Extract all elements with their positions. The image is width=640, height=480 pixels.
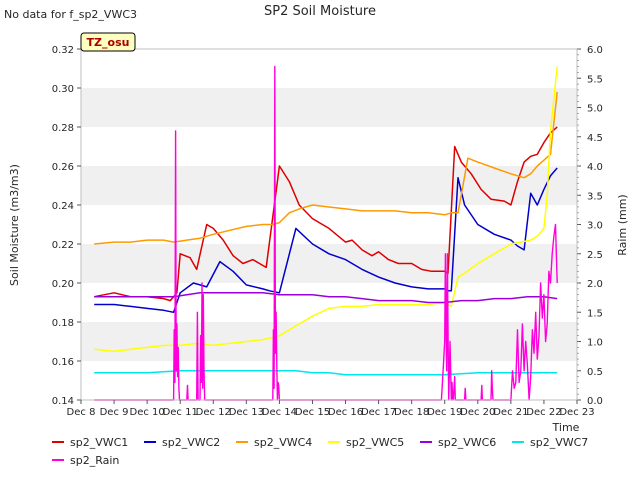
y2-tick-label: 5.0 [587,104,603,115]
legend-item-sp2_VWC5: sp2_VWC5 [328,436,404,449]
chart-title: SP2 Soil Moisture [264,4,376,19]
y2-axis-label: Raim (mm) [616,194,629,255]
y2-tick-label: 1.5 [587,308,603,319]
x-tick-label: Dec 9 [100,407,129,418]
grid-band [81,205,577,244]
y-tick-label: 0.14 [52,396,74,407]
x-tick-label: Dec 20 [460,407,495,418]
grid-band [81,127,577,166]
series-line-sp2_VWC4 [94,91,558,245]
legend-item-sp2_VWC7: sp2_VWC7 [512,436,588,449]
x-tick-label: Dec 14 [262,407,297,418]
legend-label: sp2_VWC5 [346,436,404,449]
series-line-sp2_VWC5 [94,66,558,353]
grid-band [81,361,577,400]
y2-tick-label: 2.5 [587,250,603,261]
site-badge-label: TZ_osu [87,36,130,49]
grid-band [81,244,577,283]
grid-band [81,322,577,361]
x-tick-label: Dec 10 [130,407,165,418]
y-tick-label: 0.18 [52,318,74,329]
y-tick-label: 0.24 [52,201,74,212]
series-line-sp2_VWC1 [94,126,558,302]
grid-band [81,49,577,88]
legend-label: sp2_VWC2 [162,436,220,449]
legend-item-sp2_VWC6: sp2_VWC6 [420,436,496,449]
y2-axis-ticks: 0.0 0.5 1.0 1.5 2.0 2.5 3.0 3.5 4.0 4.5 5.0 5.5 6.0 [577,45,603,407]
y-tick-label: 0.28 [52,123,74,134]
y2-tick-label: 3.5 [587,191,603,202]
x-tick-label: Dec 13 [229,407,264,418]
x-tick-label: Dec 15 [295,407,330,418]
x-tick-label: Dec 12 [196,407,231,418]
legend-label: sp2_VWC7 [530,436,588,449]
x-tick-label: Dec 19 [427,407,462,418]
no-data-note: No data for f_sp2_VWC3 [4,8,137,21]
y-axis-label: Soil Moisture (m3/m3) [8,164,21,286]
y2-tick-label: 4.5 [587,133,603,144]
y2-tick-label: 5.5 [587,74,603,85]
legend-label: sp2_VWC6 [438,436,496,449]
grid-band [81,166,577,205]
series-line-sp2_VWC6 [94,292,558,304]
legend-item-sp2_VWC2: sp2_VWC2 [144,436,220,449]
y-tick-label: 0.22 [52,240,74,251]
x-tick-label: Dec 16 [328,407,363,418]
x-tick-label: Dec 18 [394,407,429,418]
grid-band [81,283,577,322]
x-tick-label: Dec 23 [559,407,594,418]
y2-tick-label: 3.0 [587,221,603,232]
legend-item-sp2_Rain: sp2_Rain [52,454,119,467]
y-tick-label: 0.16 [52,357,74,368]
x-tick-label: Dec 11 [163,407,198,418]
y2-tick-label: 2.0 [587,279,603,290]
series-layer [94,65,558,401]
legend-item-sp2_VWC4: sp2_VWC4 [236,436,312,449]
x-tick-label: Dec 21 [493,407,528,418]
legend-label: sp2_VWC1 [70,436,128,449]
x-axis-label: Time [552,421,580,434]
legend-label: sp2_VWC4 [254,436,312,449]
y-tick-label: 0.30 [52,84,74,95]
x-tick-label: Dec 17 [361,407,396,418]
x-tick-label: Dec 22 [526,407,561,418]
legend-label: sp2_Rain [70,454,119,467]
y-tick-label: 0.26 [52,162,74,173]
y-axis-ticks: 0.14 0.16 0.18 0.20 0.22 0.24 0.26 0.28 0.30 0.32 [52,45,81,407]
y-tick-label: 0.32 [52,45,74,56]
grid-bands [81,49,577,400]
x-tick-label: Dec 8 [67,407,96,418]
site-badge-box [80,32,136,52]
y2-tick-label: 6.0 [587,45,603,56]
series-line-sp2_Rain [94,65,558,401]
y2-tick-label: 1.0 [587,338,603,349]
site-badge: TZ_osu [80,32,136,52]
y2-tick-label: 4.0 [587,162,603,173]
y2-tick-label: 0.0 [587,396,603,407]
y-tick-label: 0.20 [52,279,74,290]
grid-band [81,88,577,127]
legend-item-sp2_VWC1: sp2_VWC1 [52,436,128,449]
y2-tick-label: 0.5 [587,367,603,378]
legend: sp2_VWC1 sp2_VWC2 sp2_VWC4 sp2_VWC5 sp2_VWC6… [52,436,588,467]
